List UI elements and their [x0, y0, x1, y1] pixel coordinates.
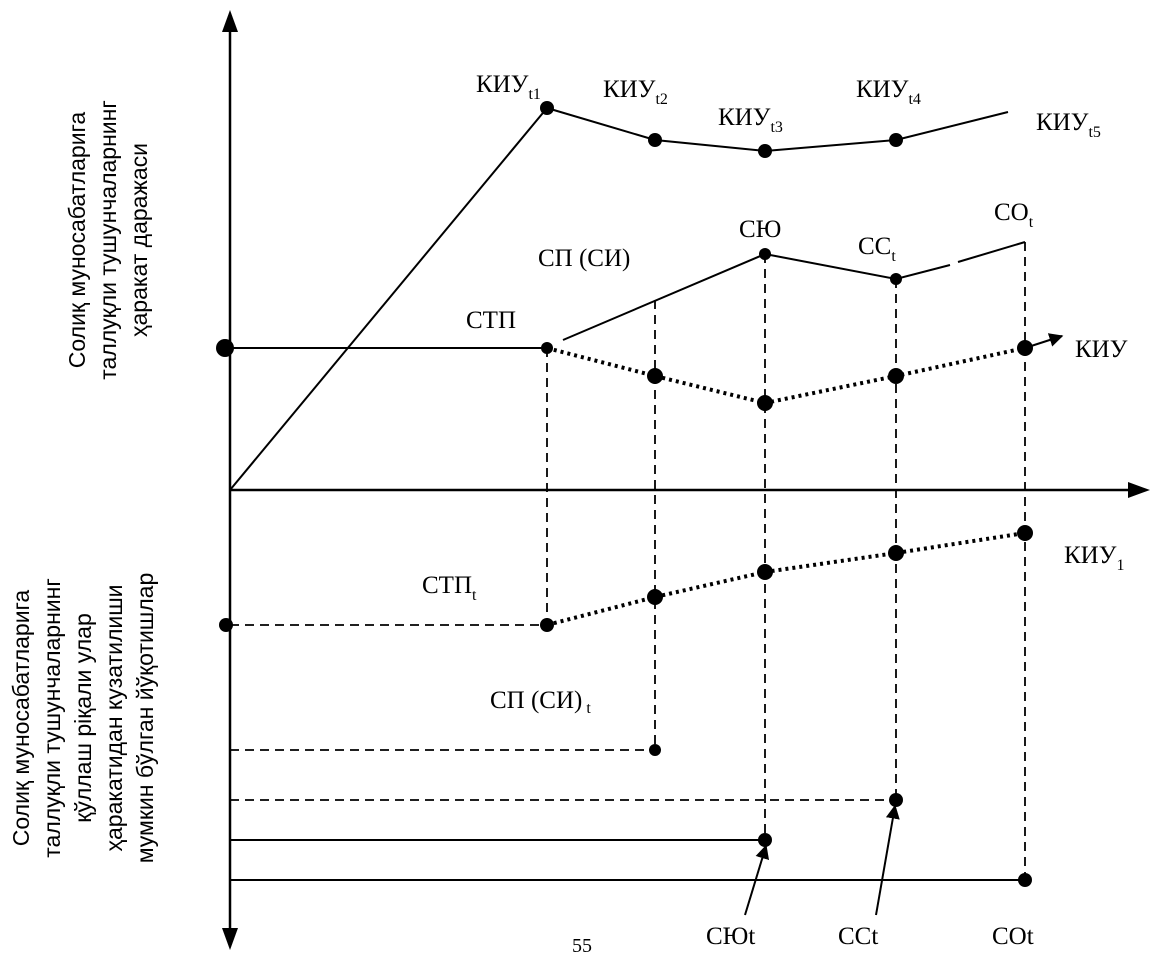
diagonal-line — [229, 107, 548, 491]
kiu-dotted-line — [546, 346, 1026, 406]
arrow-right-icon — [1128, 482, 1150, 498]
axes — [228, 20, 1146, 942]
kiu1-point-2 — [757, 564, 773, 580]
label-kiu: КИУ — [1075, 336, 1128, 363]
stp-point — [541, 342, 553, 354]
label-kiu-t2: КИУt2 — [603, 76, 668, 108]
y-axis-title-upper: Солиқ муносабатларига таллуқли тушунчала… — [64, 100, 152, 380]
sp-syu-line — [562, 252, 951, 341]
kiu-t3-point — [758, 144, 772, 158]
label-bottom-ss-t: ССt — [838, 923, 878, 950]
label-so-t: СОt — [994, 199, 1034, 231]
syu-t-arrow — [744, 844, 770, 916]
kiu-t4-point — [889, 133, 903, 147]
sp-t-point — [649, 744, 661, 756]
bottom-solid-lines — [230, 839, 1025, 881]
kiu-t2-point — [648, 133, 662, 147]
label-kiu-t4: КИУt4 — [856, 76, 921, 108]
pointer-arrows — [744, 333, 1064, 916]
axis-upper-point — [216, 339, 234, 357]
y-title-upper-line-1: Солиқ муносабатларига — [64, 112, 90, 369]
y-title-lower-line-4: ҳаракатидан кузатилиши — [101, 584, 127, 851]
kiu1-dotted-line — [546, 531, 1026, 627]
kiu-point-2 — [757, 395, 773, 411]
ss-t-arrow — [875, 804, 900, 916]
kiu-point-1 — [647, 368, 663, 384]
label-bottom-so-t: СОt — [992, 923, 1034, 950]
y-title-lower-line-1: Солиқ муносабатларига — [8, 590, 34, 847]
label-sp-si: СП (СИ) — [538, 245, 630, 272]
label-sp-si-t: СП (СИ) t — [490, 687, 591, 717]
ss-loss-point — [889, 793, 903, 807]
syu-point — [759, 248, 771, 260]
so-segment-line — [957, 241, 1026, 263]
solid-lines — [229, 107, 1026, 491]
label-syu: СЮ — [739, 216, 781, 243]
dotted-lines — [546, 346, 1026, 627]
kiu-point-3 — [888, 368, 904, 384]
label-kiu-t5: КИУt5 — [1036, 109, 1101, 141]
data-points — [216, 101, 1033, 887]
arrow-up-icon — [222, 10, 238, 32]
label-kiu-t3: КИУt3 — [718, 104, 783, 136]
y-title-lower-line-2: таллуқли тушунчаларнинг — [39, 578, 65, 858]
y-title-upper-line-3: ҳаракат даражаси — [126, 143, 152, 337]
page-number: 55 — [572, 935, 592, 955]
axis-arrowheads — [222, 10, 1150, 950]
kiu-point-4 — [1017, 340, 1033, 356]
kiu1-point-3 — [888, 545, 904, 561]
syu-loss-point — [758, 833, 772, 847]
label-kiu-1: КИУ1 — [1064, 542, 1124, 574]
ss-t-point — [890, 273, 902, 285]
dashed-lines — [230, 242, 1026, 880]
kiu1-point-0 — [540, 618, 554, 632]
label-stp: СТП — [466, 307, 516, 334]
axis-lower-point — [219, 618, 233, 632]
kiu1-point-4 — [1017, 525, 1033, 541]
kiu1-point-1 — [647, 589, 663, 605]
so-loss-point — [1018, 873, 1032, 887]
kiu-t1-point — [540, 101, 554, 115]
y-axis-title-lower: Солиқ муносабатларига таллуқли тушунчала… — [8, 573, 158, 864]
y-title-lower-line-3: қўллаш рiқали улар — [70, 613, 96, 822]
y-title-upper-line-2: таллуқли тушунчаларнинг — [95, 100, 121, 380]
label-kiu-t1: КИУt1 — [476, 71, 541, 103]
label-stp-t: СТПt — [422, 572, 477, 604]
y-title-lower-line-5: мумкин бўлган йўқотишлар — [132, 573, 158, 864]
arrow-down-icon — [222, 928, 238, 950]
label-ss-t: ССt — [858, 233, 896, 265]
label-bottom-syu-t: СЮt — [706, 923, 755, 950]
